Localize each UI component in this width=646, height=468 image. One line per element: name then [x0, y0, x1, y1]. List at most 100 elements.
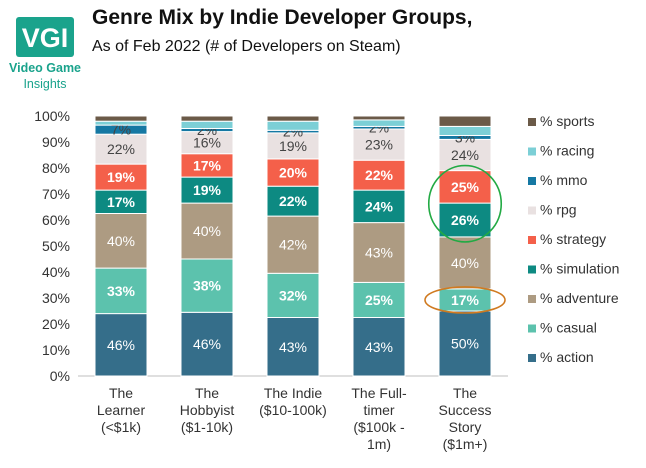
x-category-label: The	[195, 385, 219, 401]
bar-segment	[266, 132, 320, 160]
data-label: 17%	[193, 157, 222, 173]
legend-label: % rpg	[540, 202, 577, 218]
data-label: 26%	[451, 212, 480, 228]
data-label: 43%	[365, 339, 393, 355]
legend-label: % adventure	[540, 290, 619, 306]
legend-label: % strategy	[540, 231, 606, 247]
data-label: 20%	[279, 165, 308, 181]
legend-swatch	[528, 206, 536, 215]
x-category-label: Success	[439, 402, 492, 418]
data-label: 19%	[193, 182, 222, 198]
legend-swatch	[528, 177, 536, 185]
bar-segment	[94, 120, 148, 126]
data-label: 16%	[193, 135, 221, 151]
bar-segment	[352, 189, 406, 224]
data-label: 19%	[279, 138, 307, 154]
logo-name-line1: Video Game	[9, 61, 81, 75]
data-label: 7%	[111, 122, 131, 138]
data-label: 25%	[451, 179, 480, 195]
y-tick-label: 100%	[34, 108, 70, 124]
bar-segment	[266, 215, 320, 274]
legend-swatch	[528, 324, 536, 333]
legend-swatch	[528, 236, 536, 244]
x-category-label: Hobbyist	[180, 402, 235, 418]
y-tick-label: 30%	[42, 290, 70, 306]
bar-segment	[180, 176, 234, 204]
bar-segment	[94, 213, 148, 269]
legend-swatch	[528, 265, 536, 274]
bar-segment	[266, 115, 320, 122]
x-category-label: ($1m+)	[443, 436, 488, 452]
bar-segment	[266, 317, 320, 377]
data-label: 22%	[365, 167, 394, 183]
data-label: 40%	[193, 223, 221, 239]
data-label: 40%	[107, 233, 135, 249]
bar-segment	[94, 133, 148, 165]
highlights	[424, 164, 506, 314]
data-label: 40%	[451, 255, 479, 271]
logo-name-line2: Insights	[23, 77, 66, 91]
data-label: 38%	[193, 278, 222, 294]
legend-label: % casual	[540, 320, 597, 336]
logo-text: VGI	[22, 23, 69, 53]
data-label: 22%	[107, 141, 135, 157]
bar-segment	[438, 115, 492, 127]
vgi-logo: VGI Video Game Insights	[9, 17, 81, 91]
y-tick-label: 10%	[42, 342, 70, 358]
bar-segment	[180, 311, 234, 377]
bar-segment	[438, 236, 492, 290]
y-tick-label: 60%	[42, 212, 70, 228]
bar-segment	[266, 185, 320, 217]
y-tick-label: 80%	[42, 160, 70, 176]
x-category-label: (<$1k)	[101, 419, 141, 435]
x-category-label: The Full-	[351, 385, 407, 401]
data-label: 17%	[107, 194, 136, 210]
legend-swatch	[528, 118, 536, 126]
bar-segment	[352, 119, 406, 127]
bar-segment	[94, 115, 148, 122]
bar-segment	[266, 120, 320, 131]
y-tick-label: 40%	[42, 264, 70, 280]
data-label: 42%	[279, 237, 307, 253]
chart-subtitle: As of Feb 2022 (# of Developers on Steam…	[92, 38, 401, 55]
x-category-label: 1m)	[367, 436, 391, 452]
data-label: 24%	[451, 147, 479, 163]
highlight-ring	[424, 286, 506, 314]
x-category-label: Learner	[97, 402, 146, 418]
bar-segment	[352, 281, 406, 318]
legend-label: % racing	[540, 143, 594, 159]
data-label: 50%	[451, 336, 479, 352]
highlight-ring	[427, 164, 503, 243]
data-label: 33%	[107, 283, 136, 299]
y-tick-label: 70%	[42, 186, 70, 202]
data-label: 32%	[279, 287, 308, 303]
data-label: 22%	[279, 193, 308, 209]
data-label: 46%	[107, 337, 135, 353]
data-label: 24%	[365, 198, 394, 214]
legend: % sports % racing % mmo % rpg % strategy % si…	[528, 113, 619, 365]
bar-segment	[266, 272, 320, 318]
data-label: 23%	[365, 137, 393, 153]
bar-segment	[180, 258, 234, 313]
data-label: 46%	[193, 336, 221, 352]
x-category-label: ($100k -	[353, 419, 405, 435]
legend-swatch	[528, 354, 536, 362]
x-category-label: The Indie	[264, 385, 323, 401]
legend-label: % action	[540, 349, 594, 365]
bar-segment	[180, 115, 234, 122]
data-label: 17%	[451, 292, 480, 308]
bar-segment	[352, 317, 406, 377]
legend-label: % mmo	[540, 172, 588, 188]
bar-segment	[94, 313, 148, 377]
chart-title: Genre Mix by Indie Developer Groups,	[92, 6, 473, 29]
bars: 46%33%40%17%19%22%7%46%38%40%19%17%16%2%…	[94, 115, 492, 377]
y-tick-label: 50%	[42, 238, 70, 254]
data-label: 43%	[365, 245, 393, 261]
x-category-label: The	[453, 385, 477, 401]
bar-segment	[180, 120, 234, 129]
x-category-label: timer	[363, 402, 394, 418]
x-category-label: ($10-100k)	[259, 402, 327, 418]
logo-box	[16, 17, 74, 57]
bar-segment	[438, 202, 492, 238]
legend-swatch	[528, 295, 536, 303]
